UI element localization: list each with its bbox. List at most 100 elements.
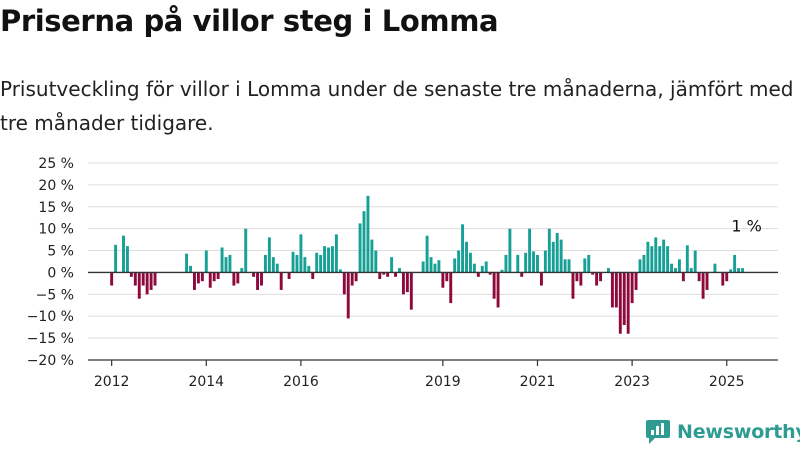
bar <box>528 228 532 273</box>
chart-title: Priserna på villor steg i Lomma <box>0 4 499 38</box>
bar <box>551 241 555 273</box>
bar <box>129 272 133 277</box>
bar <box>366 195 370 273</box>
bar <box>137 272 141 299</box>
bar <box>409 272 413 310</box>
bar <box>405 272 409 293</box>
bar <box>476 272 480 277</box>
bar <box>646 241 650 273</box>
y-tick-label: 10 % <box>38 222 74 238</box>
bar <box>354 272 358 282</box>
bar <box>220 247 224 273</box>
tick-labels: 25 % 20 % 15 % 10 % 5 % 0 % −5 % −10 % −15 % −20 … <box>27 156 762 390</box>
bar <box>737 268 741 273</box>
bar <box>374 250 378 273</box>
bar <box>681 272 685 282</box>
bar <box>488 272 492 275</box>
bar <box>729 269 733 273</box>
bar <box>382 272 386 275</box>
latest-value-label: 1 % <box>731 217 761 236</box>
bar <box>401 272 405 295</box>
y-tick-label: 25 % <box>38 156 74 172</box>
bar <box>492 272 496 299</box>
bar <box>674 268 677 273</box>
bar <box>457 250 461 273</box>
bar <box>299 234 303 273</box>
bar <box>516 254 520 273</box>
bar <box>114 244 118 273</box>
bar <box>543 250 547 273</box>
bar <box>472 263 476 273</box>
brand-name: Newsworthy <box>677 421 800 443</box>
x-tick-label: 2023 <box>614 374 650 390</box>
bar <box>145 272 149 295</box>
bar <box>315 252 319 273</box>
bar <box>614 272 618 308</box>
bar <box>342 272 346 295</box>
bar <box>252 272 256 277</box>
bar <box>398 268 401 273</box>
bar <box>453 258 457 273</box>
bar <box>685 245 689 273</box>
bar <box>689 268 693 273</box>
brand-logo[interactable]: Newsworthy <box>645 418 800 446</box>
bar <box>713 263 717 273</box>
bar <box>575 272 579 282</box>
bar <box>327 247 330 273</box>
bar <box>204 250 208 273</box>
bar <box>263 254 267 273</box>
bar <box>595 272 599 286</box>
bar <box>240 268 244 273</box>
bar <box>607 268 610 273</box>
bar <box>212 272 216 282</box>
bar <box>196 272 200 284</box>
chart-subtitle: Prisutveckling för villor i Lomma under … <box>0 77 794 135</box>
x-tick-label: 2016 <box>283 374 319 390</box>
x-tick-label: 2021 <box>520 374 556 390</box>
bar <box>193 272 196 290</box>
bar <box>524 252 528 273</box>
y-tick-label: −20 % <box>27 353 74 369</box>
bar <box>311 272 315 280</box>
bar <box>725 272 729 282</box>
bar <box>334 234 338 273</box>
bar <box>370 239 374 273</box>
bars <box>110 195 744 334</box>
bar <box>654 237 658 273</box>
bar <box>331 246 334 273</box>
bar <box>642 254 646 273</box>
y-tick-label: 5 % <box>47 244 74 260</box>
bar <box>425 235 429 273</box>
bar <box>508 228 512 273</box>
bar <box>705 272 709 290</box>
bar <box>346 272 350 319</box>
newsworthy-logo-icon <box>646 420 670 444</box>
bar <box>567 259 571 273</box>
y-tick-label: −15 % <box>27 331 74 347</box>
bar <box>634 272 638 290</box>
x-tick-label: 2025 <box>709 374 745 390</box>
bar <box>390 257 394 273</box>
bar <box>539 272 543 286</box>
bar <box>622 272 626 325</box>
bar <box>563 259 567 273</box>
bar <box>279 272 283 290</box>
bar <box>323 246 327 273</box>
bar <box>461 224 465 273</box>
bar <box>208 272 212 288</box>
y-tick-label: −10 % <box>27 309 74 325</box>
bar <box>133 272 137 286</box>
bar <box>579 272 583 286</box>
bar <box>532 251 535 273</box>
bar <box>122 235 125 273</box>
bar <box>571 272 575 299</box>
bar <box>244 228 248 273</box>
bar <box>224 257 228 273</box>
bar <box>441 272 445 288</box>
bar <box>358 223 362 273</box>
x-tick-label: 2019 <box>425 374 461 390</box>
bar <box>610 272 614 308</box>
x-tick-label: 2014 <box>188 374 224 390</box>
bar <box>480 265 484 273</box>
bar <box>496 272 500 308</box>
